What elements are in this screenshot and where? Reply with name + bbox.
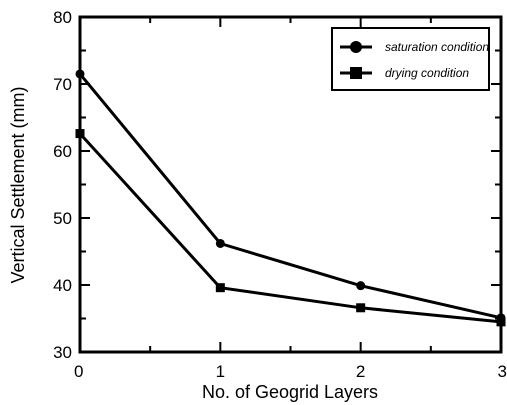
series-line-drying	[78, 132, 502, 324]
y-tick-label: 70	[53, 75, 72, 94]
x-tick-label: 2	[356, 362, 365, 381]
data-point-drying	[215, 283, 225, 293]
y-tick-label: 80	[53, 8, 72, 27]
legend-marker-drying	[350, 67, 362, 79]
series-line-saturation	[78, 72, 502, 320]
y-tick-label: 30	[53, 343, 72, 362]
y-tick-label: 40	[53, 276, 72, 295]
legend-item-drying: drying condition	[340, 66, 469, 80]
data-point-saturation	[356, 281, 366, 291]
y-axis-label: Vertical Settlement (mm)	[8, 86, 28, 283]
legend: saturation condition drying condition	[331, 27, 490, 91]
legend-marker-saturation	[350, 41, 362, 53]
x-tick-label: 3	[498, 362, 507, 381]
tick-labels: 30 40 50 60 70 80 0 1 2 3	[53, 8, 507, 381]
data-series	[75, 69, 506, 327]
x-tick-label: 0	[74, 362, 83, 381]
legend-box	[331, 27, 490, 91]
data-point-drying	[75, 129, 85, 139]
x-tick-label: 1	[216, 362, 225, 381]
data-point-drying	[356, 303, 366, 313]
data-point-saturation	[215, 238, 225, 248]
y-tick-label: 60	[53, 142, 72, 161]
series-saturation	[75, 69, 506, 323]
axis-ticks	[79, 16, 502, 353]
x-axis-label: No. of Geogrid Layers	[202, 382, 378, 402]
data-point-saturation	[75, 69, 85, 79]
series-drying	[75, 129, 506, 327]
data-point-drying	[496, 317, 506, 327]
y-tick-label: 50	[53, 209, 72, 228]
legend-label-drying: drying condition	[385, 66, 469, 80]
legend-item-saturation: saturation condition	[340, 40, 489, 54]
legend-label-saturation: saturation condition	[385, 40, 489, 54]
